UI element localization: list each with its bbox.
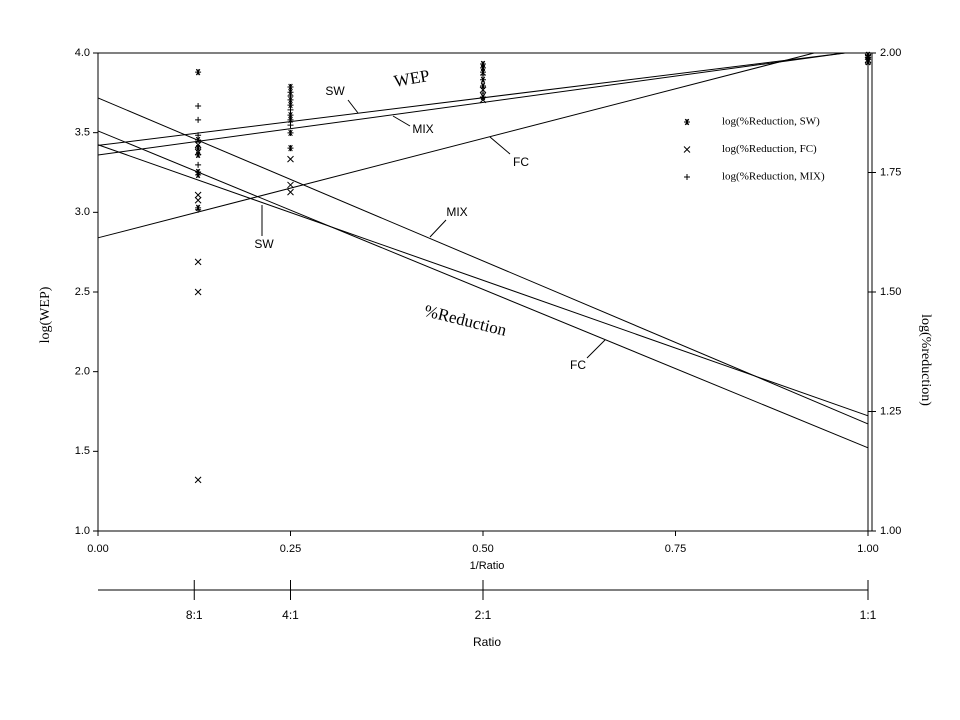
data-point	[865, 60, 871, 67]
x-tick-label: 0.00	[87, 543, 108, 555]
data-point	[480, 76, 486, 84]
fit-line	[97, 130, 869, 449]
data-point	[195, 171, 202, 179]
data-point	[865, 52, 871, 59]
fit-line	[97, 52, 845, 156]
y2-tick-label: 2.00	[880, 47, 901, 59]
legend-marker	[684, 118, 690, 126]
line-label: MIX	[446, 205, 467, 219]
x-tick-label: 0.50	[472, 543, 493, 555]
data-point	[287, 88, 294, 96]
y-tick-label: 3.5	[75, 127, 90, 139]
leader-line	[429, 219, 447, 238]
data-point	[287, 144, 294, 152]
y-tick-label: 2.0	[75, 366, 90, 378]
data-point	[287, 155, 294, 163]
data-point	[194, 196, 202, 204]
y-tick-label: 3.0	[75, 206, 90, 218]
data-point	[287, 116, 294, 124]
fit-line	[97, 144, 869, 417]
ratio-tick-label: 2:1	[475, 608, 492, 622]
data-point	[195, 206, 202, 213]
data-point	[194, 148, 202, 156]
legend-label: log(%Reduction, MIX)	[722, 171, 825, 183]
line-label: SW	[254, 237, 274, 251]
data-point	[479, 96, 487, 104]
leader-line	[586, 339, 606, 359]
data-point	[479, 86, 487, 94]
data-point	[287, 122, 294, 129]
x-axis-label: 1/Ratio	[470, 560, 505, 572]
y2-tick-label: 1.75	[880, 166, 901, 178]
legend-label: log(%Reduction, FC)	[722, 143, 817, 155]
annotation: WEP	[392, 66, 431, 91]
leader-line	[347, 99, 359, 114]
y2-axis-label: log(%reduction)	[918, 314, 933, 406]
data-point	[194, 141, 202, 149]
data-point	[480, 93, 486, 101]
ratio-axis-label: Ratio	[473, 635, 501, 649]
data-point	[287, 111, 294, 119]
data-point	[480, 64, 486, 72]
data-point	[287, 181, 294, 189]
y-tick-label: 4.0	[75, 47, 90, 59]
legend-marker	[683, 146, 691, 153]
line-label: FC	[513, 155, 529, 169]
data-point	[195, 116, 202, 123]
data-point	[195, 136, 202, 144]
x-tick-label: 0.75	[665, 543, 686, 555]
data-point	[480, 60, 486, 68]
data-point	[287, 96, 294, 104]
data-point	[194, 288, 202, 296]
x-tick-label: 0.25	[280, 543, 301, 555]
y2-tick-label: 1.50	[880, 286, 901, 298]
fit-line	[97, 97, 869, 425]
y-tick-label: 1.0	[75, 525, 90, 537]
data-point	[480, 90, 486, 97]
leader-line	[489, 136, 511, 155]
data-point	[287, 188, 294, 196]
data-point	[195, 151, 202, 159]
data-point	[864, 56, 872, 64]
ratio-tick-label: 1:1	[860, 608, 877, 622]
data-point	[287, 101, 294, 109]
data-point	[287, 129, 294, 137]
data-point	[194, 258, 202, 266]
legend-marker	[684, 174, 690, 180]
annotation: %Reduction	[422, 301, 509, 340]
ratio-tick-label: 8:1	[186, 608, 203, 622]
y-tick-label: 1.5	[75, 445, 90, 457]
data-point	[287, 93, 294, 100]
data-point	[195, 132, 202, 139]
line-label: MIX	[412, 122, 433, 136]
data-point	[195, 103, 202, 110]
data-point	[194, 476, 202, 484]
data-point	[195, 144, 202, 152]
y-axis-label: log(WEP)	[38, 286, 53, 343]
data-point	[287, 83, 294, 91]
leader-line	[392, 115, 411, 127]
line-label: SW	[325, 84, 345, 98]
data-point	[195, 161, 202, 168]
fit-line	[97, 52, 845, 146]
data-point	[287, 106, 294, 113]
fit-line	[97, 52, 815, 239]
data-point	[194, 191, 202, 199]
y2-tick-label: 1.00	[880, 525, 901, 537]
data-point	[480, 82, 486, 90]
data-point	[480, 71, 486, 78]
line-label: FC	[570, 358, 586, 372]
x-tick-label: 1.00	[857, 543, 878, 555]
y2-tick-label: 1.25	[880, 405, 901, 417]
y-tick-label: 2.5	[75, 286, 90, 298]
data-point	[195, 68, 202, 76]
legend-label: log(%Reduction, SW)	[722, 116, 820, 128]
ratio-tick-label: 4:1	[282, 608, 299, 622]
